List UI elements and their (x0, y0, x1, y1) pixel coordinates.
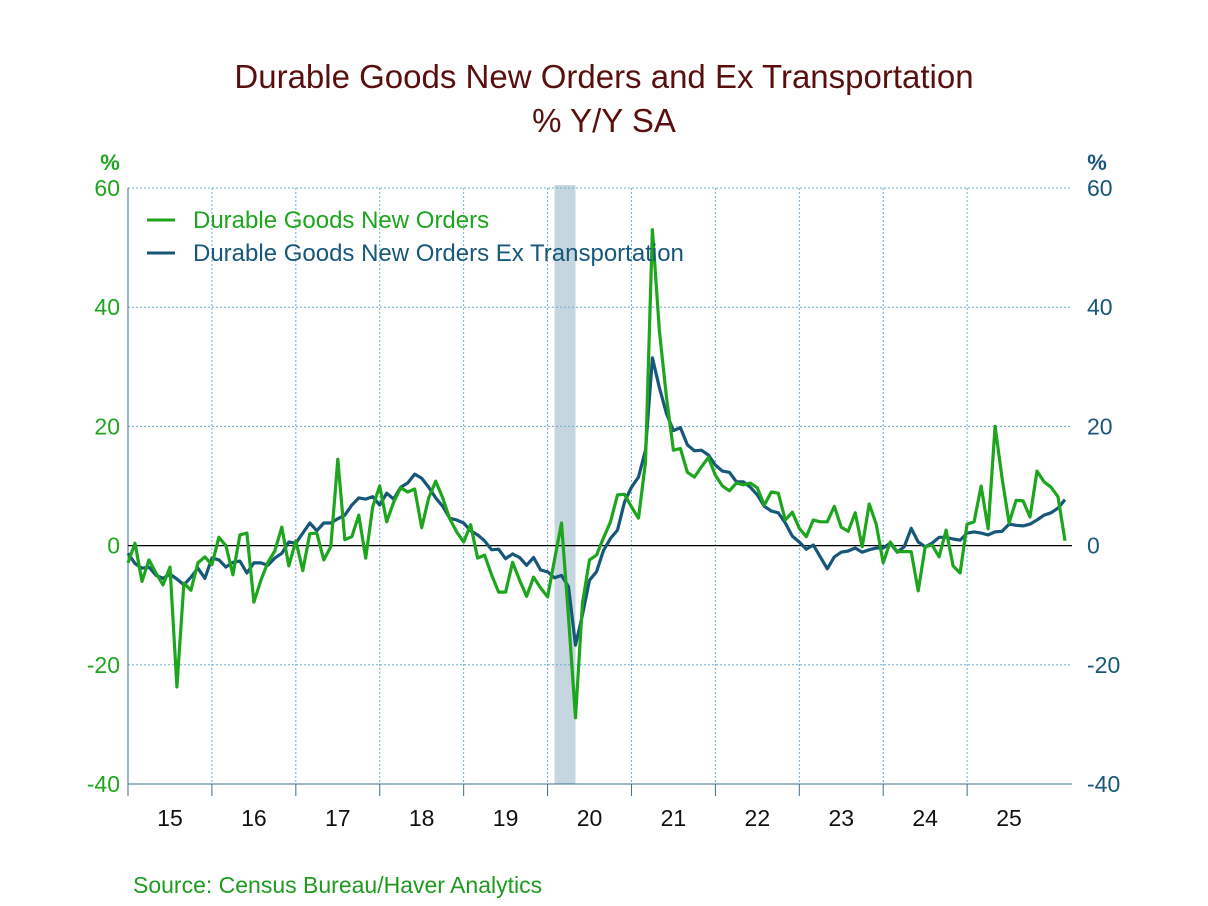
y-tick-left: 40 (94, 294, 120, 320)
series-line (126, 356, 1067, 647)
x-tick-label: 20 (577, 805, 603, 831)
x-tick-label: 21 (661, 805, 687, 831)
legend-label: Durable Goods New Orders (193, 207, 489, 234)
legend-label: Durable Goods New Orders Ex Transportati… (193, 240, 684, 267)
x-tick-label: 16 (241, 805, 267, 831)
y-tick-right: -40 (1087, 771, 1120, 797)
x-tick-label: 23 (828, 805, 854, 831)
y-tick-right: 60 (1087, 175, 1113, 201)
series-line (126, 228, 1067, 720)
y-tick-left: 0 (107, 533, 120, 559)
y-axis-label-left: % (100, 150, 120, 175)
y-tick-right: 20 (1087, 413, 1113, 439)
x-tick-label: 22 (745, 805, 771, 831)
y-axis-label-right: % (1087, 150, 1107, 175)
x-tick-label: 24 (912, 805, 938, 831)
chart-title: Durable Goods New Orders and Ex Transpor… (234, 58, 974, 95)
x-tick-label: 25 (996, 805, 1022, 831)
chart-subtitle: % Y/Y SA (532, 102, 676, 139)
y-tick-left: -40 (87, 771, 120, 797)
y-tick-right: 0 (1087, 533, 1100, 559)
y-tick-left: -20 (87, 652, 120, 678)
y-tick-right: -20 (1087, 652, 1120, 678)
y-tick-right: 40 (1087, 294, 1113, 320)
x-tick-label: 18 (409, 805, 435, 831)
y-tick-left: 60 (94, 175, 120, 201)
x-tick-label: 19 (493, 805, 519, 831)
source-note: Source: Census Bureau/Haver Analytics (133, 872, 543, 898)
x-tick-label: 15 (157, 805, 183, 831)
x-tick-label: 17 (325, 805, 351, 831)
y-tick-left: 20 (94, 413, 120, 439)
